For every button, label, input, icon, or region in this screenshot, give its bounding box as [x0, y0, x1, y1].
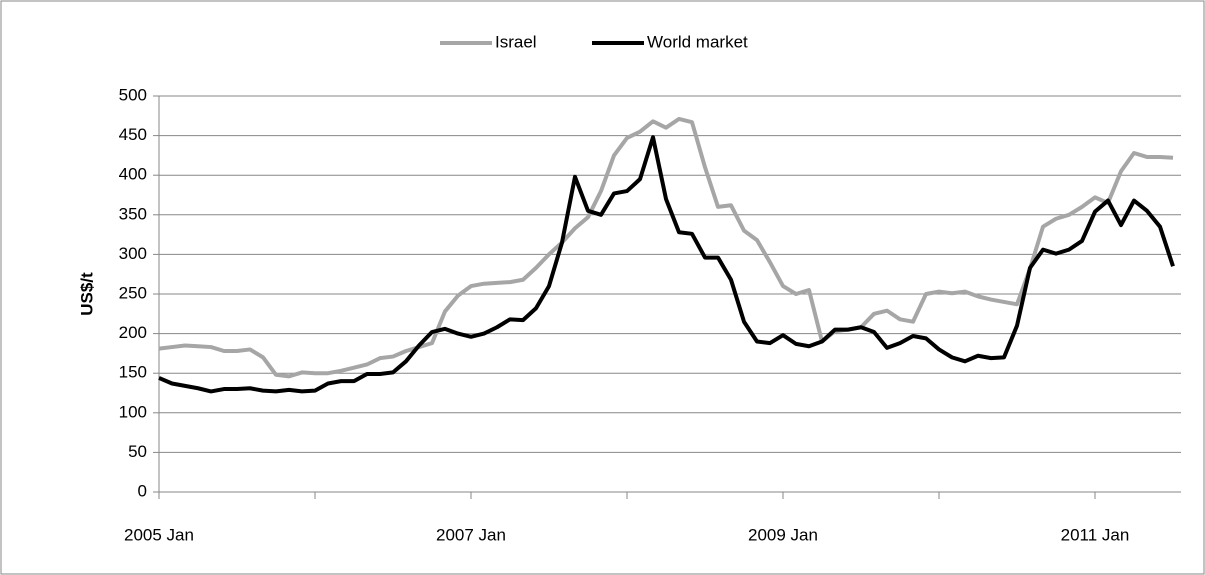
line-series — [158, 135, 1175, 394]
y-tick-label: 400 — [119, 165, 147, 184]
x-tick-label: 2007 Jan — [436, 525, 506, 544]
line-series — [158, 116, 1174, 379]
y-tick-label: 0 — [138, 481, 147, 500]
y-tick-label: 150 — [119, 363, 147, 382]
x-tick-label: 2011 Jan — [1061, 525, 1130, 544]
y-tick-label: 50 — [128, 442, 147, 461]
y-tick-label: 350 — [119, 204, 147, 223]
y-tick-label: 100 — [119, 402, 147, 421]
legend-label: World market — [647, 32, 748, 51]
y-tick-label: 500 — [119, 85, 147, 104]
y-tick-label: 250 — [119, 283, 147, 302]
y-axis-label: US$/t — [77, 272, 96, 316]
y-tick-label: 450 — [119, 125, 147, 144]
x-tick-label: 2009 Jan — [748, 525, 818, 544]
y-tick-label: 300 — [119, 244, 147, 263]
y-tick-label: 200 — [119, 323, 147, 342]
legend-label: Israel — [495, 32, 537, 51]
x-tick-label: 2005 Jan — [124, 525, 194, 544]
